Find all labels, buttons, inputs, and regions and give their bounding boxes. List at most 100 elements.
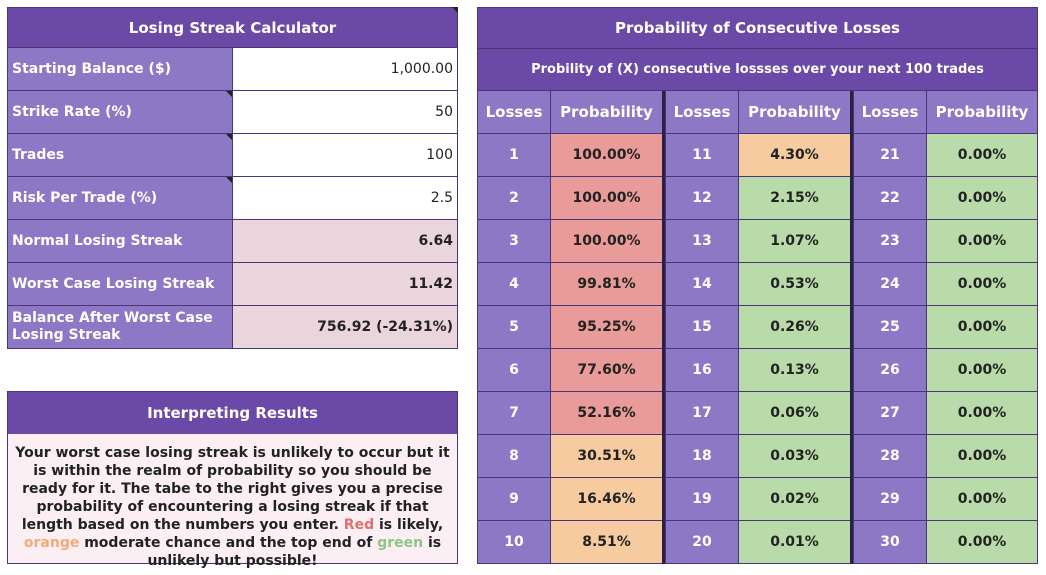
losses-cell: 1 [477,134,551,176]
losses-cell: 5 [477,306,551,348]
losses-cell: 28 [853,435,927,477]
probability-column-group: Losses Probability 1 100.00% 2 100.00% 3 100.00… [477,91,665,564]
probability-header-row: Losses Probability [665,91,850,134]
probability-cell: 100.00% [551,220,662,262]
probability-column-group: Losses Probability 11 4.30% 12 2.15% 13 1.07% 14… [665,91,853,564]
probability-row: 5 95.25% [477,306,662,349]
losses-cell: 11 [665,134,739,176]
probability-cell: 0.00% [927,306,1038,348]
losses-cell: 18 [665,435,739,477]
probability-row: 1 100.00% [477,134,662,177]
risk-per-trade-label: Risk Per Trade (%) [8,177,233,219]
probability-row: 28 0.00% [853,435,1038,478]
probability-cell: 0.00% [927,263,1038,305]
probability-cell: 0.01% [739,521,850,563]
losses-cell: 10 [477,521,551,563]
normal-losing-streak-value: 6.64 [233,220,457,262]
normal-losing-streak-label: Normal Losing Streak [8,220,233,262]
probability-cell: 0.00% [927,435,1038,477]
probability-row: 3 100.00% [477,220,662,263]
probability-row: 14 0.53% [665,263,850,306]
probability-cell: 0.00% [927,521,1038,563]
probability-header-row: Losses Probability [853,91,1038,134]
losses-cell: 6 [477,349,551,391]
probability-row: 4 99.81% [477,263,662,306]
probability-header-row: Losses Probability [477,91,662,134]
interpreting-results-text: Your worst case losing streak is unlikel… [8,434,457,570]
losses-cell: 24 [853,263,927,305]
balance-after-worst-case-label: Balance After Worst Case Losing Streak [8,306,233,348]
probability-cell: 8.51% [551,521,662,563]
probability-cell: 0.53% [739,263,850,305]
probability-cell: 16.46% [551,478,662,520]
losses-cell: 21 [853,134,927,176]
interp-orange-word: orange [23,535,80,551]
strike-rate-input[interactable]: 50 [233,91,457,133]
probability-row: 29 0.00% [853,478,1038,521]
probability-row: 23 0.00% [853,220,1038,263]
probability-row: 6 77.60% [477,349,662,392]
probability-row: 24 0.00% [853,263,1038,306]
losses-cell: 4 [477,263,551,305]
probability-row: 13 1.07% [665,220,850,263]
losses-header: Losses [853,91,927,133]
probability-cell: 1.07% [739,220,850,262]
probability-cell: 0.06% [739,392,850,434]
risk-per-trade-input[interactable]: 2.5 [233,177,457,219]
probability-row: 2 100.00% [477,177,662,220]
probability-row: 17 0.06% [665,392,850,435]
probability-cell: 0.00% [927,349,1038,391]
probability-row: 15 0.26% [665,306,850,349]
probability-column-group: Losses Probability 21 0.00% 22 0.00% 23 0.00% 24… [853,91,1038,564]
input-row-strike-rate: Strike Rate (%) 50 [7,91,458,134]
losses-cell: 12 [665,177,739,219]
probability-row: 12 2.15% [665,177,850,220]
interp-text-part2: is likely, [374,517,444,533]
losses-cell: 16 [665,349,739,391]
probability-cell: 30.51% [551,435,662,477]
probability-row: 19 0.02% [665,478,850,521]
probability-cell: 52.16% [551,392,662,434]
probability-row: 18 0.03% [665,435,850,478]
probability-cell: 0.00% [927,134,1038,176]
probability-cell: 0.02% [739,478,850,520]
probability-cell: 0.26% [739,306,850,348]
starting-balance-input[interactable]: 1,000.00 [233,48,457,90]
probability-subtitle: Probility of (X) consecutive lossses ove… [477,49,1038,91]
starting-balance-label: Starting Balance ($) [8,48,233,90]
probability-row: 26 0.00% [853,349,1038,392]
balance-after-worst-case-value: 756.92 (-24.31%) [233,306,457,348]
probability-table-panel: Probability of Consecutive Losses Probil… [477,7,1038,564]
probability-row: 25 0.00% [853,306,1038,349]
probability-header: Probability [739,91,850,133]
losses-cell: 8 [477,435,551,477]
losses-cell: 26 [853,349,927,391]
losses-cell: 25 [853,306,927,348]
interp-text-part1: Your worst case losing streak is unlikel… [15,445,450,533]
interp-red-word: Red [343,517,375,533]
probability-row: 10 8.51% [477,521,662,564]
probability-cell: 0.03% [739,435,850,477]
result-row-normal-streak: Normal Losing Streak 6.64 [7,220,458,263]
input-row-trades: Trades 100 [7,134,458,177]
probability-cell: 4.30% [739,134,850,176]
probability-row: 16 0.13% [665,349,850,392]
losing-streak-calculator: Losing Streak Calculator Starting Balanc… [7,7,458,349]
probability-cell: 77.60% [551,349,662,391]
probability-row: 7 52.16% [477,392,662,435]
losses-cell: 22 [853,177,927,219]
probability-row: 30 0.00% [853,521,1038,564]
losses-header: Losses [477,91,551,133]
losses-cell: 2 [477,177,551,219]
probability-title: Probability of Consecutive Losses [477,7,1038,49]
trades-input[interactable]: 100 [233,134,457,176]
input-row-starting-balance: Starting Balance ($) 1,000.00 [7,48,458,91]
losses-cell: 23 [853,220,927,262]
probability-cell: 95.25% [551,306,662,348]
probability-cell: 0.00% [927,392,1038,434]
probability-row: 21 0.00% [853,134,1038,177]
strike-rate-label: Strike Rate (%) [8,91,233,133]
probability-row: 27 0.00% [853,392,1038,435]
losses-cell: 27 [853,392,927,434]
probability-row: 9 16.46% [477,478,662,521]
